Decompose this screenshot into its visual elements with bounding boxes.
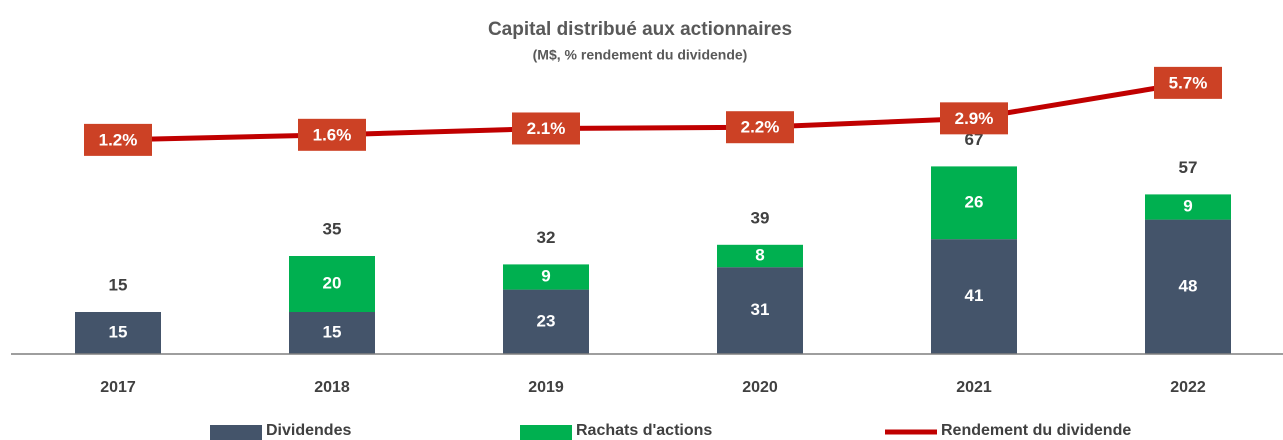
legend-swatch [210,425,262,440]
bar-segment [931,166,1017,240]
bar-value-label: 31 [751,300,770,319]
line-label-box [298,118,366,151]
x-tick-label: 2020 [742,379,778,396]
total-label: 32 [537,228,556,247]
bar-value-label: 48 [1179,276,1198,295]
line-label-box [940,102,1008,135]
bar-value-label: 23 [537,311,556,330]
line-value-label: 2.9% [955,109,994,128]
x-tick-label: 2019 [528,379,564,396]
line-value-label: 1.6% [313,125,352,144]
line-label-box [84,123,152,156]
bar-value-label: 15 [109,322,128,341]
total-label: 35 [323,219,342,238]
line-value-label: 1.2% [99,130,138,149]
bar-segment [931,239,1017,354]
bar-value-label: 9 [541,266,550,285]
total-label: 39 [751,208,770,227]
line-label-box [726,111,794,144]
legend-label: Dividendes [266,422,351,439]
bar-value-label: 9 [1183,196,1192,215]
bar-segment [1145,194,1231,220]
bar-value-label: 26 [965,192,984,211]
line-series [117,80,1189,143]
chart-subtitle: (M$, % rendement du dividende) [533,47,748,63]
bar-segment [717,244,803,268]
line-value-label: 5.7% [1169,73,1208,92]
bar-value-label: 41 [965,286,984,305]
bar-segment [289,256,375,312]
bar-segment [1145,219,1231,354]
bar-value-label: 8 [755,245,764,264]
bar-segment [289,312,375,354]
line-label-box [1154,66,1222,99]
bar-value-label: 15 [323,322,342,341]
x-tick-label: 2017 [100,379,136,396]
chart-title: Capital distribué aux actionnaires [488,19,792,40]
total-label: 57 [1179,158,1198,177]
line-value-label: 2.1% [527,119,566,138]
bar-segment [717,267,803,354]
bar-segment [503,264,589,290]
x-tick-label: 2018 [314,379,350,396]
line-label-box [512,112,580,145]
total-label: 67 [965,130,984,149]
total-label: 15 [109,275,128,294]
x-tick-label: 2022 [1170,379,1206,396]
bar-segment [503,289,589,354]
bar-segment [75,312,161,354]
x-tick-label: 2021 [956,379,992,396]
legend-swatch [520,425,572,440]
bar-value-label: 20 [323,273,342,292]
legend-label: Rachats d'actions [576,422,712,439]
line-value-label: 2.2% [741,118,780,137]
legend-label: Rendement du dividende [941,422,1131,439]
